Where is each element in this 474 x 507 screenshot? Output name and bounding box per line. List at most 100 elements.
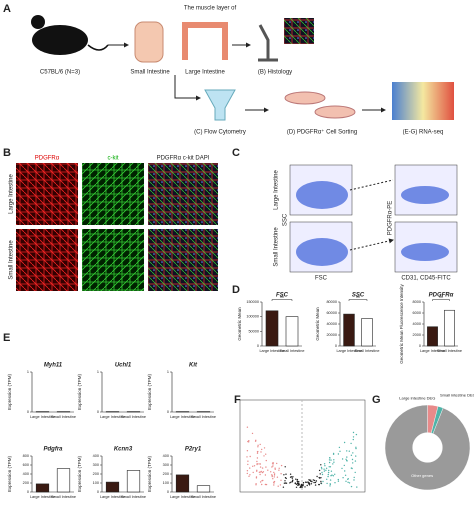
volcano-dot [272,476,273,477]
volcano-dot [280,480,281,481]
cytometry-cloud [401,186,449,204]
volcano-dot [325,470,326,471]
volcano-dot [260,471,261,472]
volcano-dot [285,474,286,475]
bar [197,486,210,492]
y-axis-label: Expression (TPM) [7,455,12,492]
significance: ** [356,296,360,302]
column-header: PDGFRα [35,156,60,162]
volcano-dot [273,472,274,473]
volcano-dot [255,440,256,441]
volcano-dot [292,478,293,479]
volcano-dot [260,451,261,452]
small-intestine-icon [135,22,163,62]
volcano-dot [320,464,321,465]
bar [266,311,278,346]
volcano-dot [345,481,346,482]
arrow [175,75,200,98]
volcano-dot [283,474,284,475]
volcano-dot [352,459,353,460]
text: The muscle layer of [184,6,237,12]
volcano-dot [352,462,353,463]
micrograph [16,229,78,291]
volcano-dot [270,471,271,472]
volcano-dot [313,482,314,483]
volcano-dot [326,479,327,480]
volcano-dot [316,476,317,477]
volcano-dot [265,466,266,467]
panel-label: E [3,332,10,344]
volcano-dot [321,472,322,473]
volcano-dot [347,479,348,480]
volcano-dot [355,448,356,449]
volcano-dot [249,474,250,475]
x-tick-label: Small Intestine [437,349,462,353]
panel-label: A [3,3,11,15]
axis-label: PDGFRα-PE [388,201,394,235]
y-tick-label: 50000 [248,329,259,333]
volcano-dot [311,483,312,484]
volcano-dot [315,482,316,483]
volcano-dot [266,460,267,461]
volcano-dot [300,487,301,488]
volcano-dot [334,474,335,475]
volcano-dot [265,474,266,475]
text: Large Intestine [185,70,225,76]
volcano-dot [347,482,348,483]
volcano-dot [305,482,306,483]
volcano-dot [344,442,345,443]
volcano-dot [307,485,308,486]
volcano-dot [355,472,356,473]
volcano-dot [260,481,261,482]
chart-title: Kcnn3 [114,447,133,453]
y-tick-label: 8000 [413,300,421,304]
y-tick-label: 60000 [326,311,337,315]
x-tick-label: Small Intestine [51,495,76,499]
row-label: Small Intestine [9,240,15,280]
y-axis-label: Geometric Mean Fluorescence Intensity [399,283,404,363]
volcano-dot [295,479,296,480]
y-tick-label: 0 [167,410,169,414]
volcano-dot [303,482,304,483]
cytometry-cloud [401,243,449,261]
panel-label: D [232,284,240,296]
volcano-dot [304,486,305,487]
volcano-dot [356,434,357,435]
volcano-dot [342,458,343,459]
volcano-dot [256,476,257,477]
volcano-dot [319,470,320,471]
panel-label: C [232,147,240,159]
volcano-dot [344,465,345,466]
volcano-dot [310,481,311,482]
text: Small Intestine [130,70,170,76]
layout [16,15,457,492]
micrograph [82,229,144,291]
volcano-dot [278,486,279,487]
micrograph [148,163,218,225]
volcano-dot [306,482,307,483]
y-tick-label: 100 [163,481,169,485]
volcano-dot [345,459,346,460]
volcano-dot [333,462,334,463]
volcano-dot [285,477,286,478]
volcano-dot [248,441,249,442]
volcano-dot [292,476,293,477]
heatmap-icon [392,82,454,120]
y-tick-label: 300 [93,463,99,467]
y-axis-label: Expression (TPM) [147,455,152,492]
micrograph [16,163,78,225]
volcano-dot [332,463,333,464]
volcano-dot [273,484,274,485]
volcano-dot [352,452,353,453]
volcano-dot [260,466,261,467]
volcano-dot [330,483,331,484]
volcano-dot [329,462,330,463]
mouse-ear [31,15,45,29]
volcano-dot [284,480,285,481]
volcano-dot [260,444,261,445]
volcano-dot [330,475,331,476]
y-tick-label: 20000 [326,333,337,337]
y-tick-label: 400 [163,454,169,458]
y-axis-label: Expression (TPM) [77,373,82,410]
y-tick-label: 0 [27,490,29,494]
